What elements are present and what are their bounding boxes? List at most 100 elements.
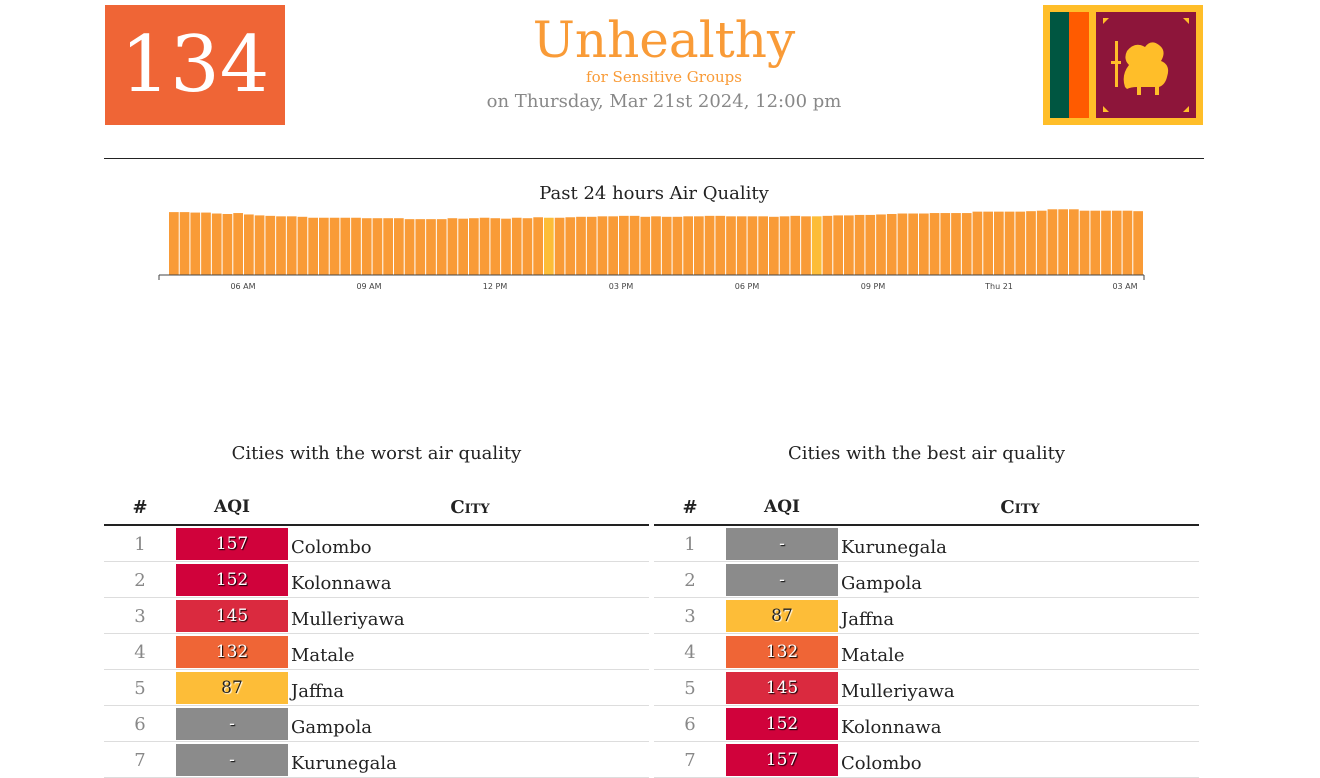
aqi-bar[interactable] (511, 217, 522, 275)
aqi-bar[interactable] (897, 213, 908, 275)
city-link[interactable]: Colombo (291, 536, 372, 558)
table-row[interactable]: 7 - Kurunegala (104, 743, 649, 778)
aqi-bar[interactable] (854, 214, 865, 275)
aqi-bar[interactable] (886, 213, 897, 275)
city-link[interactable]: Jaffna (841, 608, 895, 630)
aqi-bar[interactable] (736, 216, 747, 275)
aqi-bar[interactable] (276, 216, 286, 275)
aqi-bar[interactable] (447, 218, 458, 275)
aqi-bar[interactable] (608, 216, 618, 275)
table-row[interactable]: 3 87 Jaffna (654, 599, 1199, 634)
aqi-bar[interactable] (319, 217, 329, 275)
table-row[interactable]: 2 - Gampola (654, 563, 1199, 598)
aqi-bar[interactable] (383, 218, 393, 275)
aqi-bar[interactable] (779, 216, 790, 275)
aqi-bar[interactable] (983, 211, 993, 275)
aqi-bar[interactable] (565, 217, 576, 275)
city-link[interactable]: Mulleriyawa (291, 608, 405, 630)
aqi-bar[interactable] (1047, 209, 1058, 275)
city-link[interactable]: Jaffna (291, 680, 345, 702)
aqi-bar[interactable] (1036, 210, 1047, 275)
aqi-bar[interactable] (940, 213, 951, 275)
table-row[interactable]: 6 152 Kolonnawa (654, 707, 1199, 742)
aqi-bar[interactable] (972, 211, 983, 275)
aqi-bar[interactable] (1101, 210, 1111, 275)
aqi-bar[interactable] (811, 216, 822, 275)
city-link[interactable]: Mulleriyawa (841, 680, 955, 702)
aqi-bar[interactable] (169, 212, 179, 275)
aqi-bar[interactable] (308, 217, 318, 275)
aqi-bar[interactable] (436, 219, 447, 275)
table-row[interactable]: 5 145 Mulleriyawa (654, 671, 1199, 706)
table-row[interactable]: 4 132 Matale (104, 635, 649, 670)
aqi-bar[interactable] (265, 215, 276, 275)
city-link[interactable]: Colombo (841, 752, 922, 774)
aqi-bar[interactable] (244, 214, 254, 275)
aqi-bar[interactable] (1133, 211, 1143, 275)
aqi-bar[interactable] (683, 216, 693, 275)
aqi-bar[interactable] (490, 218, 501, 275)
aqi-bar[interactable] (340, 217, 351, 275)
aqi-bar[interactable] (822, 215, 833, 275)
city-link[interactable]: Gampola (841, 572, 923, 594)
aqi-bar[interactable] (790, 215, 801, 275)
aqi-bar[interactable] (1122, 210, 1133, 275)
aqi-bar[interactable] (929, 213, 940, 275)
city-link[interactable]: Kurunegala (841, 536, 947, 558)
aqi-bar[interactable] (286, 216, 297, 275)
aqi-bar[interactable] (372, 218, 383, 275)
aqi-bar[interactable] (329, 217, 340, 275)
city-link[interactable]: Gampola (291, 716, 373, 738)
aqi-bar[interactable] (629, 215, 640, 275)
aqi-bar[interactable] (201, 212, 211, 275)
aqi-bar[interactable] (672, 216, 683, 275)
aqi-bar[interactable] (994, 211, 1004, 275)
aqi-bar[interactable] (1058, 209, 1068, 275)
aqi-bar[interactable] (769, 216, 779, 275)
aqi-bar[interactable] (908, 213, 918, 275)
aqi-bar[interactable] (1004, 211, 1015, 275)
aqi-bar[interactable] (554, 217, 565, 275)
table-row[interactable]: 3 145 Mulleriyawa (104, 599, 649, 634)
aqi-bar[interactable] (222, 213, 233, 275)
aqi-bar[interactable] (844, 215, 854, 275)
aqi-bar[interactable] (479, 217, 490, 275)
aqi-bar[interactable] (501, 218, 511, 275)
table-row[interactable]: 6 - Gampola (104, 707, 649, 742)
aqi-bar[interactable] (415, 219, 426, 275)
aqi-bar[interactable] (426, 219, 436, 275)
aqi-bar[interactable] (833, 215, 843, 275)
aqi-bar[interactable] (651, 216, 661, 275)
aqi-bar[interactable] (715, 215, 726, 275)
aqi-bar[interactable] (576, 216, 586, 275)
table-row[interactable]: 7 157 Colombo (654, 743, 1199, 778)
table-row[interactable]: 1 - Kurunegala (654, 527, 1199, 562)
aqi-bar[interactable] (919, 213, 929, 275)
aqi-bar[interactable] (1015, 211, 1026, 275)
table-row[interactable]: 5 87 Jaffna (104, 671, 649, 706)
aqi-bar[interactable] (747, 216, 758, 275)
aqi-bar[interactable] (758, 216, 768, 275)
aqi-bar[interactable] (254, 215, 265, 275)
table-row[interactable]: 1 157 Colombo (104, 527, 649, 562)
aqi-bar[interactable] (865, 214, 876, 275)
aqi-bar[interactable] (704, 215, 715, 275)
aqi-bar[interactable] (1026, 211, 1036, 275)
aqi-bar[interactable] (951, 213, 961, 275)
city-link[interactable]: Matale (841, 644, 905, 666)
aqi-bar[interactable] (404, 219, 415, 275)
aqi-bar[interactable] (1090, 210, 1101, 275)
table-row[interactable]: 4 132 Matale (654, 635, 1199, 670)
aqi-bar[interactable] (726, 216, 736, 275)
aqi-bar[interactable] (876, 214, 886, 275)
table-row[interactable]: 2 152 Kolonnawa (104, 563, 649, 598)
aqi-bar[interactable] (661, 216, 672, 275)
aqi-bar[interactable] (469, 218, 479, 275)
aqi-bar[interactable] (233, 213, 243, 275)
city-link[interactable]: Matale (291, 644, 355, 666)
aqi-bar[interactable] (394, 218, 404, 275)
aqi-bar[interactable] (1079, 210, 1090, 275)
aqi-bar[interactable] (522, 218, 533, 275)
aqi-bar[interactable] (1069, 209, 1079, 275)
aqi-bar[interactable] (190, 212, 201, 275)
